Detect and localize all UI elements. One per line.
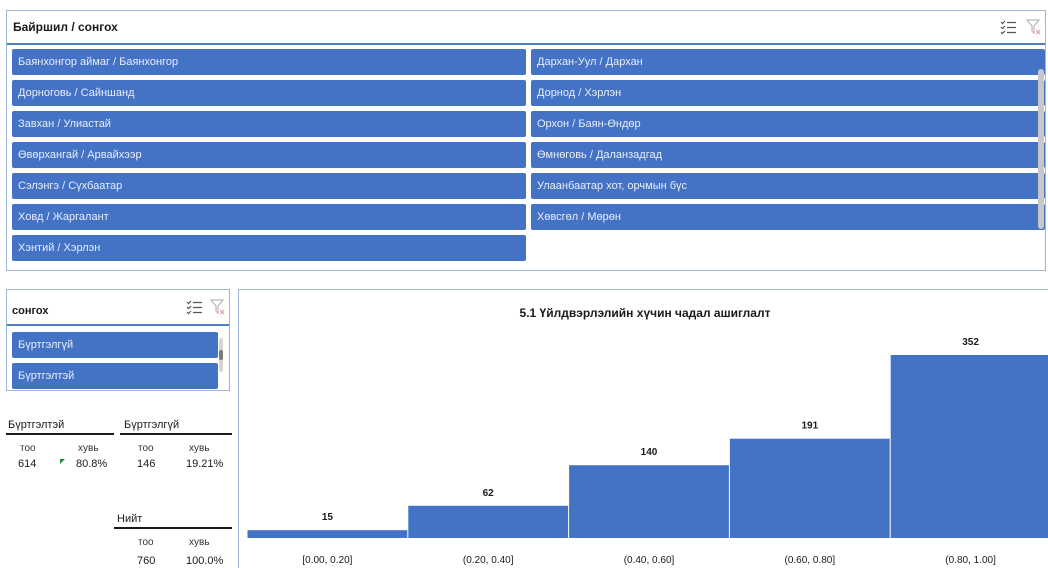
error-indicator-icon bbox=[60, 459, 65, 464]
chart-bar[interactable] bbox=[729, 438, 890, 538]
chart-data-label: 191 bbox=[801, 421, 818, 432]
unregistered-pct-header: хувь bbox=[189, 443, 210, 454]
registration-slicer-scrollbar[interactable] bbox=[219, 338, 223, 372]
unregistered-count-header: тоо bbox=[138, 443, 154, 454]
total-pct-value: 100.0% bbox=[186, 555, 224, 567]
registered-count-header: тоо bbox=[20, 443, 36, 454]
total-label: Нийт bbox=[117, 513, 143, 525]
multi-select-icon[interactable] bbox=[999, 18, 1017, 36]
registration-slicer-title: сонгох bbox=[12, 305, 49, 317]
slicer-item-location[interactable]: Сэлэнгэ / Сүхбаатар bbox=[12, 173, 526, 199]
registration-slicer-header: сонгох bbox=[7, 290, 229, 326]
slicer-item-location[interactable]: Дорноговь / Сайншанд bbox=[12, 80, 526, 106]
capacity-chart: 5.1 Үйлдвэрлэлийн хүчин чадал ашиглалт 1… bbox=[238, 289, 1048, 568]
chart-data-label: 352 bbox=[962, 337, 979, 348]
unregistered-count-value: 146 bbox=[137, 458, 156, 470]
registered-pct-value: 80.8% bbox=[76, 458, 108, 470]
clear-filter-icon[interactable] bbox=[1025, 18, 1043, 36]
chart-tick-label: (0.20, 0.40] bbox=[463, 555, 514, 566]
location-slicer-title: Байршил / сонгох bbox=[13, 20, 118, 34]
chart-tick-label: (0.40, 0.60] bbox=[624, 555, 675, 566]
chart-data-label: 140 bbox=[641, 447, 658, 458]
chart-tick-label: (0.80, 1.00] bbox=[945, 555, 996, 566]
total-count-header: тоо bbox=[138, 537, 154, 548]
unregistered-pct-value: 19.21% bbox=[186, 458, 224, 470]
slicer-item-registered[interactable]: Бүртгэлтэй bbox=[12, 363, 218, 389]
total-underline bbox=[114, 527, 232, 529]
slicer-item-location[interactable]: Хэнтий / Хэрлэн bbox=[12, 235, 526, 261]
slicer-item-location[interactable]: Улаанбаатар хот, орчмын бүс bbox=[531, 173, 1045, 199]
chart-tick-label: [0.00, 0.20] bbox=[302, 555, 352, 566]
multi-select-icon[interactable] bbox=[185, 298, 203, 316]
unregistered-underline bbox=[120, 433, 232, 435]
location-slicer-header: Байршил / сонгох bbox=[7, 11, 1045, 45]
slicer-item-location[interactable]: Хөвсгөл / Мөрөн bbox=[531, 204, 1045, 230]
chart-bar[interactable] bbox=[569, 465, 729, 538]
unregistered-label: Бүртгэлгүй bbox=[124, 419, 180, 431]
registered-pct-header: хувь bbox=[78, 443, 99, 454]
slicer-item-location[interactable]: Дорнод / Хэрлэн bbox=[531, 80, 1045, 106]
chart-data-label: 15 bbox=[322, 512, 334, 523]
slicer-item-location[interactable]: Өвөрхангай / Арвайхээр bbox=[12, 142, 526, 168]
slicer-item-unregistered[interactable]: Бүртгэлгүй bbox=[12, 332, 218, 358]
clear-filter-icon[interactable] bbox=[209, 298, 227, 316]
chart-title: 5.1 Үйлдвэрлэлийн хүчин чадал ашиглалт bbox=[519, 306, 771, 320]
slicer-item-location[interactable]: Баянхонгор аймаг / Баянхонгор bbox=[12, 49, 526, 75]
location-slicer: Байршил / сонгох Баянхонгор аймаг / Баян… bbox=[6, 10, 1046, 271]
total-pct-header: хувь bbox=[189, 537, 210, 548]
chart-bar[interactable] bbox=[408, 505, 569, 538]
slicer-item-location[interactable]: Өмнөговь / Даланзадгад bbox=[531, 142, 1045, 168]
chart-data-label: 62 bbox=[483, 488, 495, 499]
chart-bar[interactable] bbox=[890, 355, 1048, 538]
registered-count-value: 614 bbox=[18, 458, 37, 470]
slicer-item-location[interactable]: Орхон / Баян-Өндөр bbox=[531, 111, 1045, 137]
registered-label: Бүртгэлтэй bbox=[8, 419, 65, 431]
slicer-item-location[interactable]: Завхан / Улиастай bbox=[12, 111, 526, 137]
registration-slicer: сонгох Бүртгэлгүй Бүртгэлтэй bbox=[6, 289, 230, 391]
slicer-item-location[interactable]: Дархан-Уул / Дархан bbox=[531, 49, 1045, 75]
chart-bar[interactable] bbox=[247, 530, 408, 538]
chart-plot: 15 [0.00, 0.20] 62 (0.20, 0.40] 140 (0.40, 0.… bbox=[247, 337, 1048, 566]
slicer-item-location[interactable]: Ховд / Жаргалант bbox=[12, 204, 526, 230]
total-count-value: 760 bbox=[137, 555, 156, 567]
chart-tick-label: (0.60, 0.80] bbox=[785, 555, 836, 566]
registered-underline bbox=[6, 433, 114, 435]
location-slicer-scrollbar[interactable] bbox=[1038, 69, 1044, 229]
